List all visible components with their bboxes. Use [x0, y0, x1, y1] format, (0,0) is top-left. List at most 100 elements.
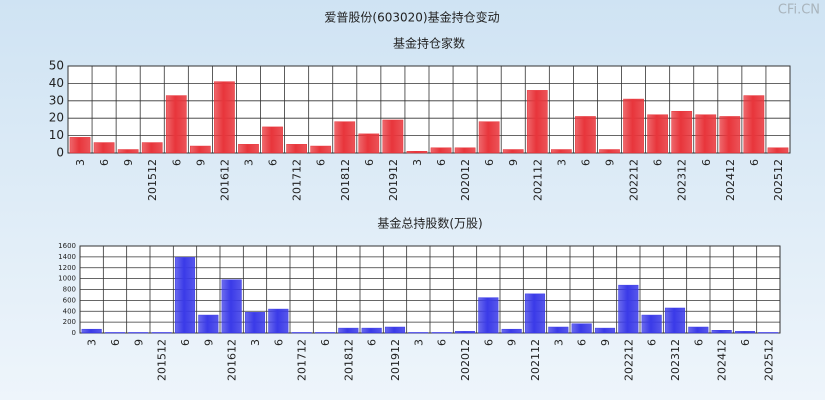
x-tick-label: 202212	[622, 339, 635, 381]
y-tick-label: 30	[49, 93, 64, 107]
x-tick-label: 201912	[389, 339, 402, 381]
x-tick-label: 6	[700, 159, 713, 166]
x-tick-label: 202512	[762, 339, 775, 381]
x-tick-label: 6	[363, 159, 376, 166]
y-tick-label: 10	[49, 128, 64, 142]
x-tick-label: 9	[132, 339, 145, 346]
x-tick-label: 9	[599, 339, 612, 346]
x-tick-label: 6	[272, 339, 285, 346]
x-tick-label: 6	[435, 159, 448, 166]
x-tick-label: 3	[249, 339, 262, 346]
x-tick-label: 6	[267, 159, 280, 166]
x-tick-label: 6	[109, 339, 122, 346]
bar	[174, 257, 196, 334]
bar	[664, 307, 686, 334]
bar	[406, 151, 428, 154]
bar	[117, 149, 139, 154]
x-tick-label: 6	[98, 159, 111, 166]
bar	[599, 149, 620, 154]
x-tick-label: 3	[552, 339, 565, 346]
y-tick-label: 20	[49, 111, 64, 125]
x-tick-label: 202012	[459, 159, 472, 201]
x-tick-label: 201812	[339, 159, 352, 201]
bar	[81, 328, 102, 334]
bar	[286, 144, 307, 154]
bar	[647, 114, 668, 154]
x-tick-label: 9	[194, 159, 207, 166]
x-tick-label: 201612	[226, 339, 239, 381]
x-tick-label: 202412	[724, 159, 737, 201]
bar	[431, 332, 452, 334]
y-tick-label: 1400	[58, 253, 76, 261]
x-tick-label: 6	[482, 339, 495, 346]
x-tick-label: 6	[366, 339, 379, 346]
bar	[221, 279, 242, 334]
bar	[361, 327, 382, 334]
y-tick-label: 600	[63, 296, 76, 304]
x-tick-label: 6	[170, 159, 183, 166]
x-tick-label: 201812	[342, 339, 355, 381]
y-tick-label: 200	[63, 318, 76, 326]
bar	[548, 326, 569, 334]
bar	[384, 326, 406, 334]
bar	[244, 312, 266, 334]
x-tick-label: 202012	[459, 339, 472, 381]
x-tick-label: 6	[652, 159, 665, 166]
x-tick-label: 201712	[291, 159, 304, 201]
bar	[571, 323, 592, 334]
x-tick-label: 201512	[146, 159, 159, 201]
bar	[695, 114, 717, 154]
x-tick-label: 6	[315, 159, 328, 166]
bar	[734, 331, 756, 334]
bar	[454, 331, 476, 334]
bar	[310, 145, 332, 154]
x-tick-label: 9	[604, 159, 617, 166]
chart-title: 基金总持股数(万股)	[377, 216, 482, 231]
x-tick-label: 202412	[716, 339, 729, 381]
x-tick-label: 6	[748, 159, 761, 166]
bar	[268, 308, 289, 334]
y-tick-label: 800	[63, 286, 76, 294]
bar	[767, 147, 789, 154]
y-tick-label: 50	[49, 59, 64, 73]
bar	[501, 328, 522, 334]
x-tick-label: 6	[576, 339, 589, 346]
chart-title: 基金持仓家数	[393, 36, 465, 51]
x-tick-label: 202112	[531, 159, 544, 201]
bar	[338, 327, 359, 334]
bar	[524, 293, 546, 334]
y-tick-label: 0	[56, 146, 64, 160]
bar	[165, 95, 187, 154]
y-tick-label: 0	[72, 329, 76, 337]
bar	[151, 332, 172, 334]
y-tick-label: 1600	[58, 242, 76, 250]
x-tick-label: 202212	[628, 159, 641, 201]
bar	[743, 95, 765, 154]
bar	[408, 332, 429, 334]
x-tick-label: 6	[436, 339, 449, 346]
x-tick-label: 202112	[529, 339, 542, 381]
bar	[641, 314, 662, 334]
y-tick-label: 1200	[58, 264, 76, 272]
x-tick-label: 3	[243, 159, 256, 166]
x-tick-label: 3	[86, 339, 99, 346]
x-tick-label: 9	[507, 159, 520, 166]
x-tick-label: 3	[411, 159, 424, 166]
x-tick-label: 201512	[156, 339, 169, 381]
y-tick-label: 1000	[58, 275, 76, 283]
x-tick-label: 201612	[218, 159, 231, 201]
x-tick-label: 3	[555, 159, 568, 166]
bar	[104, 332, 126, 334]
page-title: 爱普股份(603020)基金持仓变动	[324, 10, 499, 25]
y-tick-label: 40	[49, 76, 64, 90]
bar	[238, 144, 259, 154]
bar	[430, 147, 452, 154]
x-tick-label: 6	[692, 339, 705, 346]
y-tick-label: 400	[63, 307, 76, 315]
x-tick-label: 202512	[772, 159, 785, 201]
bar	[594, 327, 616, 334]
x-tick-label: 3	[74, 159, 87, 166]
x-tick-label: 202312	[669, 339, 682, 381]
bar	[575, 116, 596, 154]
bar	[478, 121, 500, 154]
